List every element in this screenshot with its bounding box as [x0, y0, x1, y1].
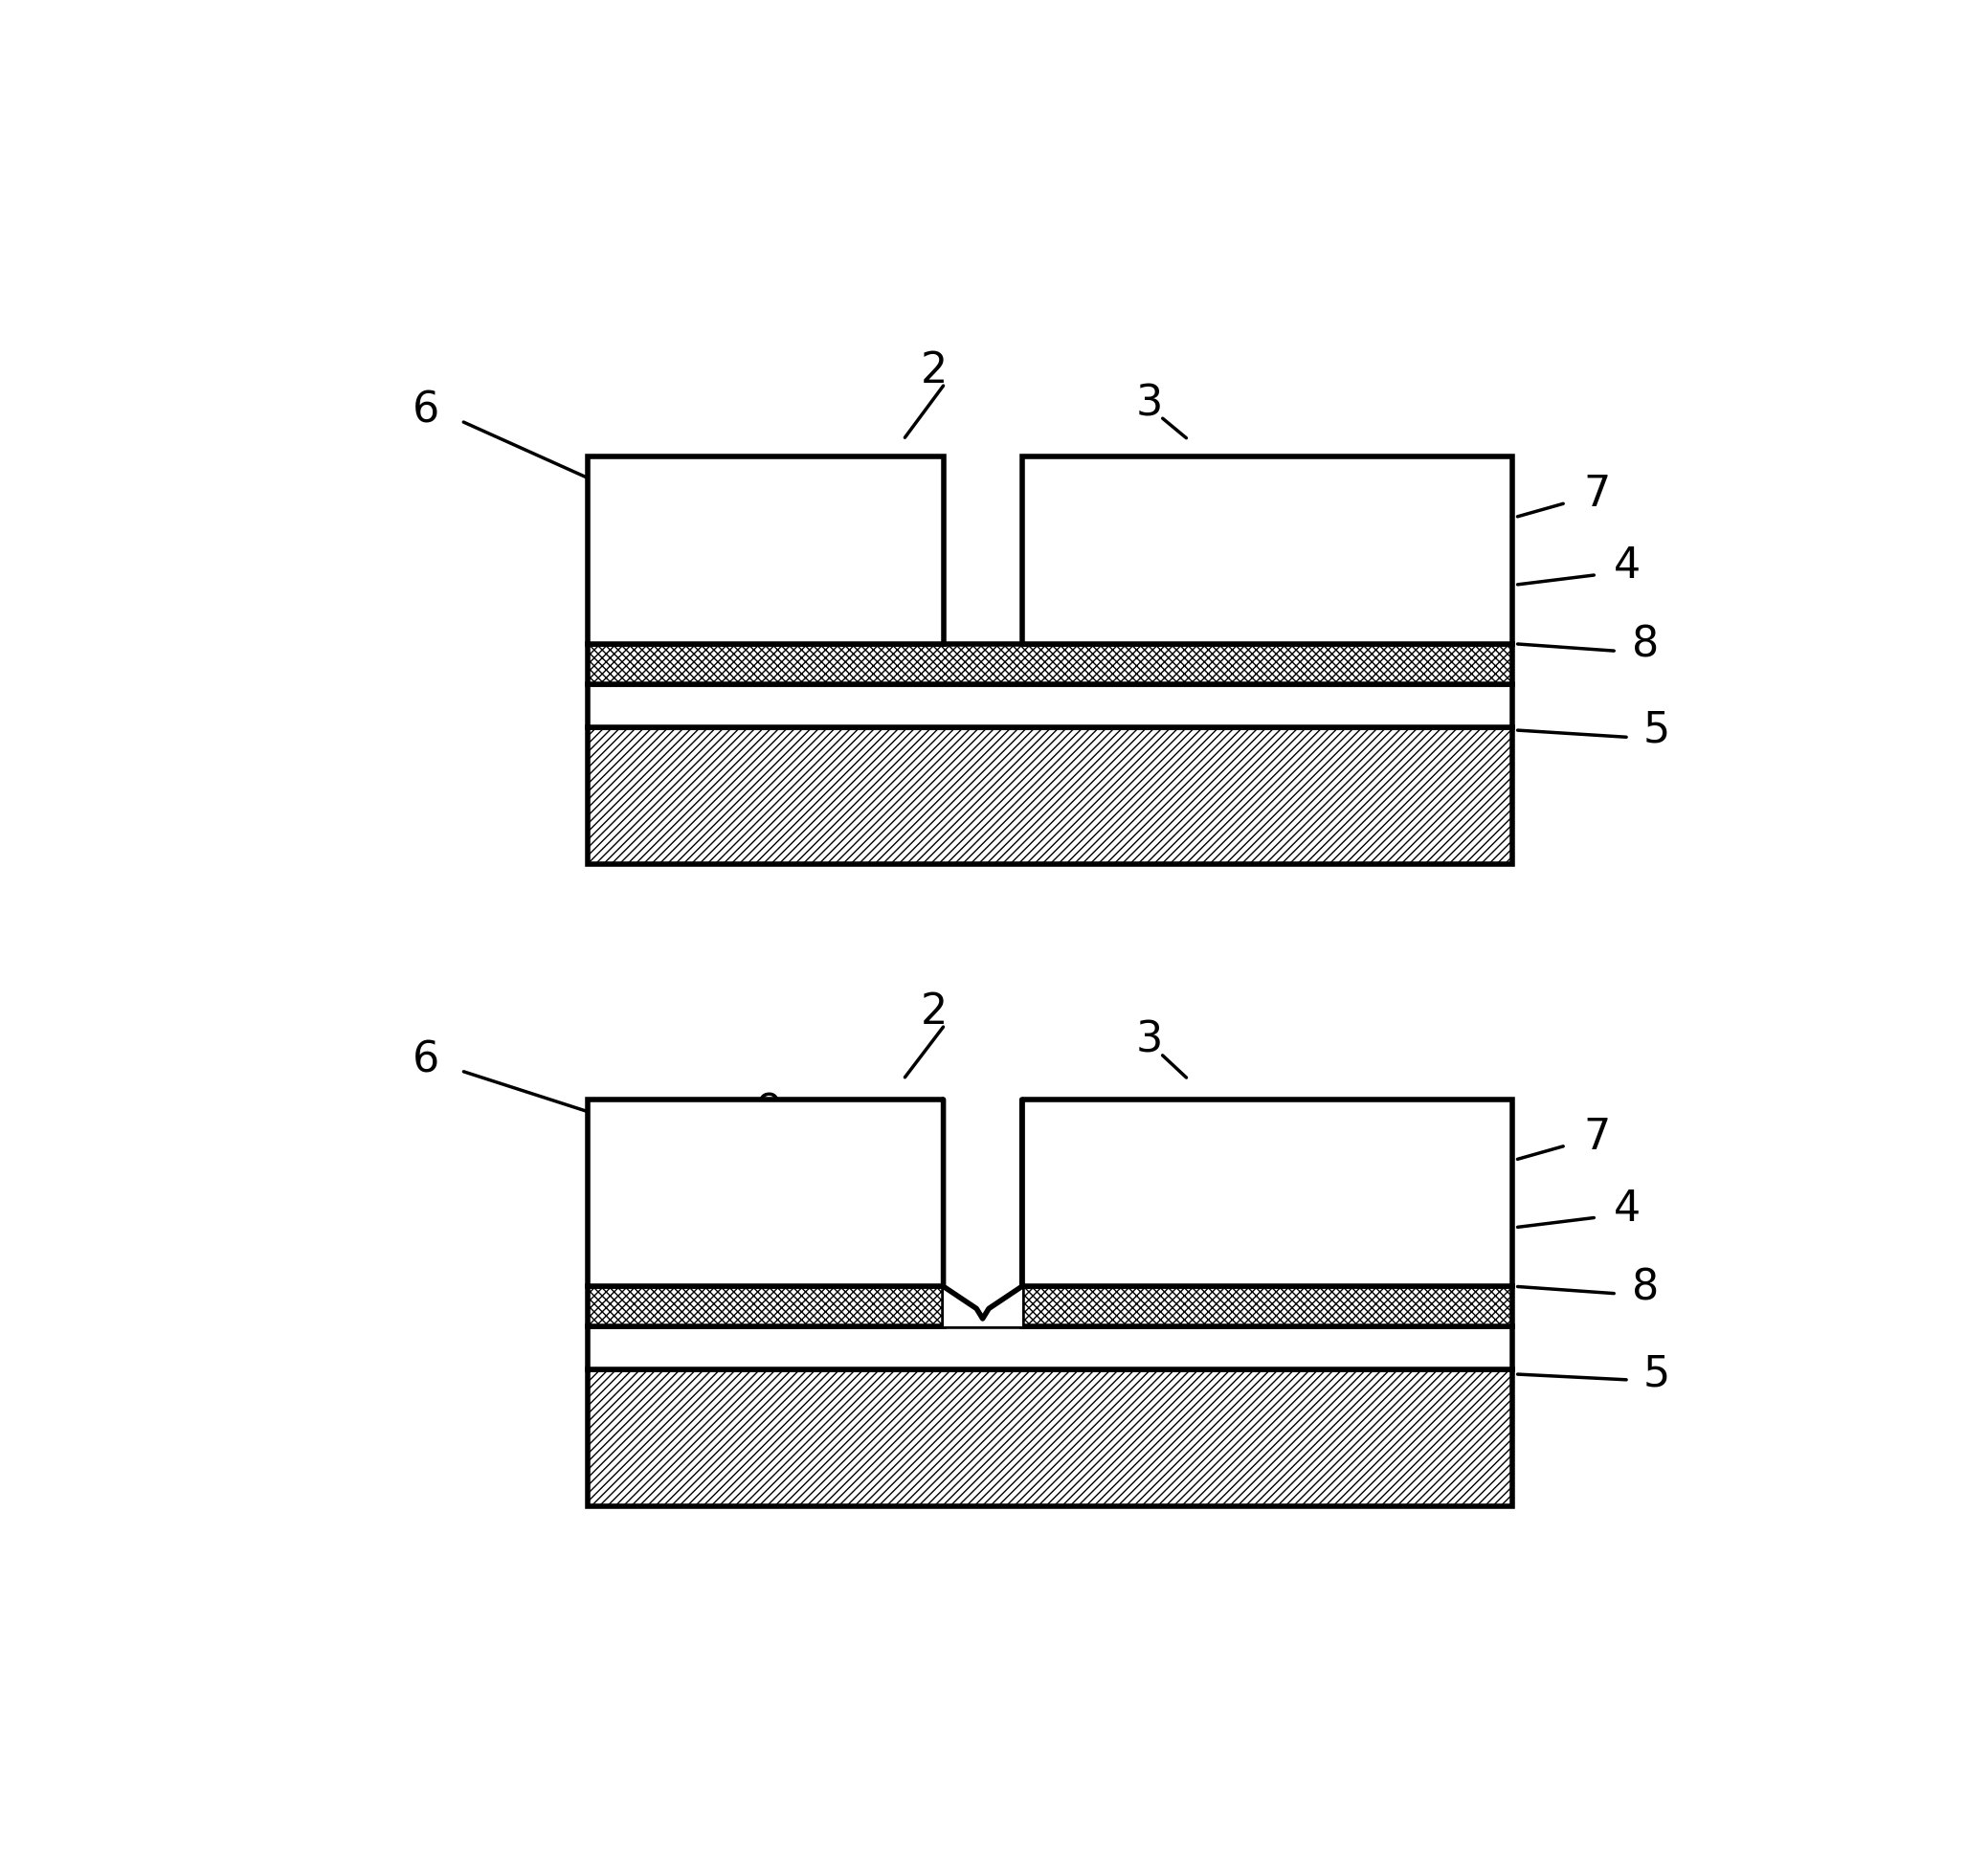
- Text: 5: 5: [1644, 1354, 1670, 1395]
- Text: 2: 2: [920, 991, 948, 1032]
- Text: 3: 3: [1137, 1019, 1163, 1060]
- Text: 4: 4: [1614, 1187, 1640, 1228]
- Bar: [588, 1100, 944, 1286]
- Text: 7: 7: [1582, 474, 1610, 515]
- Bar: [588, 1327, 1513, 1370]
- Text: 6: 6: [412, 390, 439, 431]
- Bar: [588, 726, 1513, 864]
- Bar: [588, 1370, 1513, 1507]
- Text: 2: 2: [920, 351, 948, 392]
- Bar: [588, 644, 1513, 683]
- Bar: [588, 457, 944, 644]
- Bar: [1022, 457, 1513, 644]
- Text: 9: 9: [755, 1092, 783, 1133]
- Bar: [588, 683, 1513, 726]
- Bar: [1022, 1100, 1513, 1286]
- Text: 4: 4: [1614, 545, 1640, 586]
- Text: 6: 6: [412, 1040, 439, 1081]
- Bar: [944, 1092, 1022, 1327]
- Bar: [1022, 1286, 1513, 1327]
- Text: 5: 5: [1644, 709, 1670, 751]
- Text: 7: 7: [1582, 1116, 1610, 1158]
- Text: 3: 3: [1137, 383, 1163, 424]
- Bar: [588, 1286, 944, 1327]
- Text: 8: 8: [1632, 1268, 1660, 1309]
- Text: 8: 8: [1632, 625, 1660, 667]
